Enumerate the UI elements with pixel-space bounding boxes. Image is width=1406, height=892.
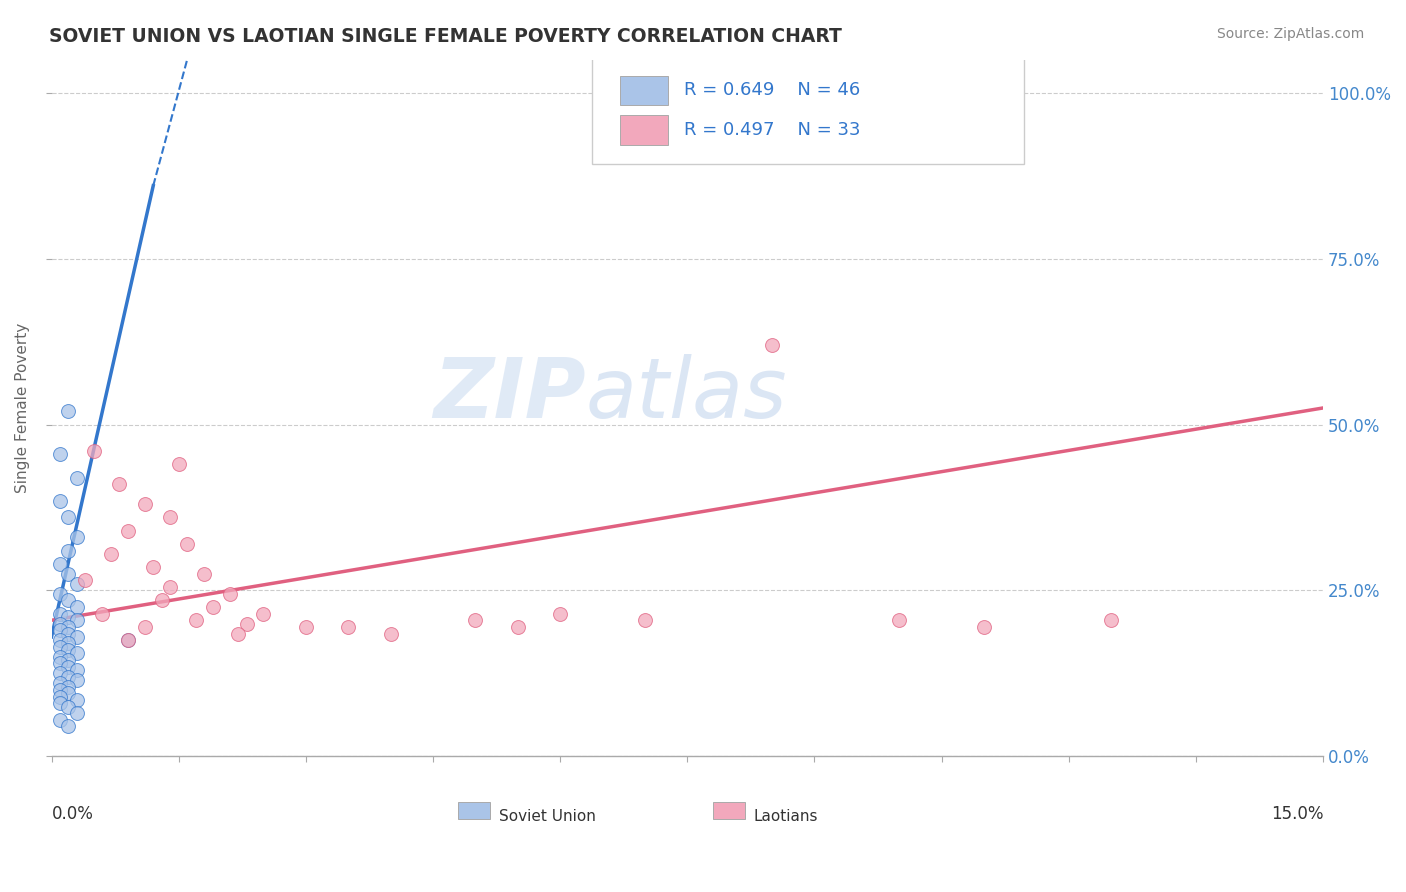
Point xyxy=(889,613,911,627)
Text: Soviet Union: Soviet Union xyxy=(499,809,596,824)
Point xyxy=(66,530,89,544)
Point xyxy=(58,653,80,667)
Point xyxy=(193,566,215,581)
Text: Laotians: Laotians xyxy=(754,809,818,824)
Point xyxy=(108,477,131,491)
Point xyxy=(58,626,80,640)
Point xyxy=(973,620,995,634)
Point xyxy=(58,593,80,607)
Point xyxy=(91,607,114,621)
Point xyxy=(66,613,89,627)
Point xyxy=(66,673,89,687)
Point xyxy=(380,626,402,640)
Point xyxy=(49,447,72,461)
Point xyxy=(58,566,80,581)
Text: R = 0.497    N = 33: R = 0.497 N = 33 xyxy=(683,121,860,139)
Point xyxy=(66,647,89,661)
Point xyxy=(58,670,80,684)
FancyBboxPatch shape xyxy=(620,115,668,145)
Point xyxy=(49,682,72,697)
Point xyxy=(58,620,80,634)
Point xyxy=(49,493,72,508)
Point xyxy=(58,686,80,700)
Point xyxy=(58,699,80,714)
Point xyxy=(58,543,80,558)
FancyBboxPatch shape xyxy=(458,802,491,819)
Point xyxy=(100,547,122,561)
Y-axis label: Single Female Poverty: Single Female Poverty xyxy=(15,323,30,493)
Point xyxy=(58,643,80,657)
FancyBboxPatch shape xyxy=(620,76,668,105)
Point xyxy=(83,444,105,458)
Text: atlas: atlas xyxy=(586,353,787,434)
Point xyxy=(66,630,89,644)
Point xyxy=(49,633,72,648)
Point xyxy=(184,613,207,627)
Point xyxy=(66,599,89,614)
Point xyxy=(58,610,80,624)
Point xyxy=(548,607,571,621)
Text: R = 0.649    N = 46: R = 0.649 N = 46 xyxy=(683,81,859,99)
Point xyxy=(337,620,360,634)
Text: 0.0%: 0.0% xyxy=(52,805,93,823)
Point xyxy=(117,633,139,648)
Point xyxy=(117,524,139,538)
Point xyxy=(142,560,165,574)
Text: SOVIET UNION VS LAOTIAN SINGLE FEMALE POVERTY CORRELATION CHART: SOVIET UNION VS LAOTIAN SINGLE FEMALE PO… xyxy=(49,27,842,45)
Point xyxy=(66,663,89,677)
Point xyxy=(49,696,72,710)
Point xyxy=(49,557,72,571)
Point xyxy=(134,620,156,634)
Point xyxy=(75,574,97,588)
Point xyxy=(66,706,89,720)
Point xyxy=(58,404,80,418)
Point xyxy=(159,510,181,524)
Point xyxy=(1099,613,1122,627)
Text: Source: ZipAtlas.com: Source: ZipAtlas.com xyxy=(1216,27,1364,41)
Point xyxy=(49,666,72,681)
Point xyxy=(49,587,72,601)
Point xyxy=(464,613,486,627)
Point xyxy=(761,338,783,352)
Point xyxy=(58,719,80,733)
Point xyxy=(58,680,80,694)
Point xyxy=(506,620,529,634)
Point xyxy=(58,636,80,650)
Point xyxy=(201,599,224,614)
Point xyxy=(49,624,72,638)
Point xyxy=(252,607,274,621)
Text: 15.0%: 15.0% xyxy=(1271,805,1323,823)
Point xyxy=(49,616,72,631)
Point xyxy=(167,458,190,472)
Point xyxy=(49,676,72,690)
Point xyxy=(58,510,80,524)
Point xyxy=(150,593,173,607)
Point xyxy=(49,649,72,664)
Point xyxy=(295,620,318,634)
Point xyxy=(58,659,80,673)
Text: ZIP: ZIP xyxy=(433,353,586,434)
Point xyxy=(49,657,72,671)
Point xyxy=(49,607,72,621)
FancyBboxPatch shape xyxy=(713,802,745,819)
Point xyxy=(159,580,181,594)
Point xyxy=(49,713,72,727)
Point xyxy=(117,633,139,648)
Point xyxy=(235,616,257,631)
Point xyxy=(218,587,240,601)
FancyBboxPatch shape xyxy=(592,56,1025,164)
Point xyxy=(226,626,249,640)
Point xyxy=(176,537,198,551)
Point xyxy=(634,613,657,627)
Point xyxy=(49,690,72,704)
Point xyxy=(66,470,89,484)
Point xyxy=(49,640,72,654)
Point xyxy=(66,693,89,707)
Point xyxy=(134,497,156,511)
Point xyxy=(66,576,89,591)
